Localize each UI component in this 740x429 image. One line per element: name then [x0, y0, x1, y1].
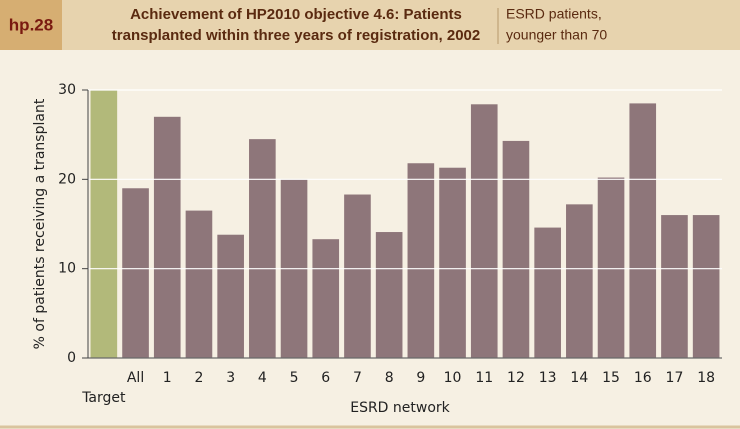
- bar: [597, 177, 625, 358]
- chart-title: transplanted within three years of regis…: [112, 27, 480, 44]
- bar: [407, 163, 435, 358]
- x-tick-label: Target: [81, 390, 126, 406]
- x-tick-label: 5: [290, 370, 299, 386]
- x-tick-label: 7: [353, 370, 362, 386]
- x-tick-label: 3: [226, 370, 235, 386]
- x-tick-label: 15: [602, 370, 620, 386]
- bar: [375, 232, 403, 358]
- bar: [534, 227, 561, 358]
- x-tick-label: 13: [539, 370, 557, 386]
- bar: [153, 116, 181, 358]
- x-tick-label: 11: [475, 370, 493, 386]
- bar: [344, 194, 371, 358]
- bar: [502, 140, 530, 358]
- x-tick-label: 10: [444, 370, 462, 386]
- header-band: [0, 0, 740, 50]
- bar: [470, 104, 498, 358]
- x-tick-label: 14: [570, 370, 588, 386]
- bar: [249, 139, 276, 358]
- x-tick-label: 8: [385, 370, 394, 386]
- subtitle: ESRD patients,: [506, 6, 602, 22]
- figure-label: hp.28: [9, 15, 53, 34]
- x-tick-label: All: [127, 370, 144, 386]
- y-tick-label: 20: [58, 171, 76, 187]
- x-tick-label: 2: [194, 370, 203, 386]
- label-box: [0, 0, 62, 50]
- x-tick-label: 4: [258, 370, 267, 386]
- bar: [566, 204, 593, 358]
- y-tick-label: 10: [58, 261, 76, 277]
- chart-title: Achievement of HP2010 objective 4.6: Pat…: [130, 6, 462, 23]
- y-tick-label: 30: [58, 82, 76, 98]
- x-tick-label: 16: [634, 370, 652, 386]
- y-tick-label: 0: [67, 350, 76, 366]
- bar: [90, 90, 118, 358]
- x-tick-label: 17: [666, 370, 684, 386]
- bar: [122, 188, 149, 358]
- x-tick-label: 12: [507, 370, 525, 386]
- x-tick-label: 6: [321, 370, 330, 386]
- x-tick-label: 18: [697, 370, 715, 386]
- y-axis-label: % of patients receiving a transplant: [32, 98, 48, 349]
- bar: [312, 239, 340, 358]
- x-tick-label: 1: [163, 370, 172, 386]
- bar: [629, 103, 657, 359]
- bar: [185, 210, 213, 358]
- subtitle: younger than 70: [506, 27, 607, 43]
- bar: [439, 167, 466, 358]
- bar: [661, 215, 688, 358]
- x-tick-label: 9: [416, 370, 425, 386]
- bar: [217, 234, 244, 358]
- bar: [692, 215, 720, 358]
- x-axis-label: ESRD network: [350, 400, 450, 416]
